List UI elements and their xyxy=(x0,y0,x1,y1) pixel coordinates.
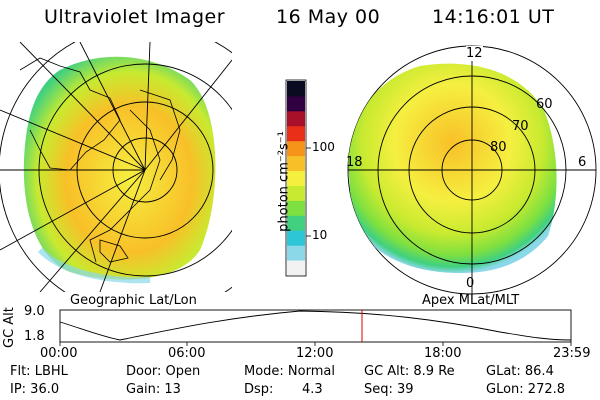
dsp-label: Dsp: xyxy=(244,382,274,397)
geographic-label: Geographic Lat/Lon xyxy=(70,293,197,308)
geographic-map xyxy=(0,42,232,292)
mlt-label-0: 0 xyxy=(466,276,475,291)
colorbar-cell xyxy=(287,81,305,97)
xtick-0000: 00:00 xyxy=(40,346,78,361)
mlt-label-6: 6 xyxy=(578,155,587,170)
aurora-image-right xyxy=(348,63,557,274)
xtick-0600: 06:00 xyxy=(168,346,206,361)
colorbar-cell xyxy=(287,185,305,201)
gain-info: Gain: 13 xyxy=(126,382,181,397)
date-label: 16 May 00 xyxy=(276,6,381,28)
colorbar-cell xyxy=(287,200,305,216)
mlat-label-70: 70 xyxy=(512,119,529,134)
altitude-ytick-min: 1.8 xyxy=(24,329,45,344)
colorbar-cell xyxy=(287,155,305,172)
xtick-1200: 12:00 xyxy=(296,346,334,361)
colorbar-cell xyxy=(287,245,305,261)
apex-map xyxy=(347,45,597,295)
glon-info: GLon: 272.8 xyxy=(486,382,566,397)
xtick-1800: 18:00 xyxy=(424,346,462,361)
ip-info: IP: 36.0 xyxy=(10,382,60,397)
mlt-label-18: 18 xyxy=(346,155,363,170)
colorbar-cell xyxy=(287,110,305,127)
colorbar-unit-label: photon cm⁻²s⁻¹ xyxy=(276,131,292,232)
colorbar-cell xyxy=(287,260,305,276)
colorbar xyxy=(285,79,311,277)
mlat-label-60: 60 xyxy=(536,97,553,112)
dsp-value: 4.3 xyxy=(302,382,323,397)
xtick-2359: 23:59 xyxy=(553,346,591,361)
apex-label: Apex MLat/MLT xyxy=(422,293,520,308)
lon-grid xyxy=(0,42,232,292)
colorbar-cell xyxy=(287,140,305,157)
colorbar-cell xyxy=(287,95,305,112)
altitude-plot xyxy=(59,309,572,346)
time-label: 14:16:01 UT xyxy=(432,6,555,28)
filter-info: Flt: LBHL xyxy=(10,364,68,379)
altitude-curve xyxy=(59,310,572,341)
altitude-ytick-max: 9.0 xyxy=(24,304,45,319)
mlt-label-12: 12 xyxy=(466,46,483,61)
colorbar-cell xyxy=(287,230,305,246)
door-info: Door: Open xyxy=(126,364,201,379)
colorbar-tick-100: 100 xyxy=(312,140,335,154)
seq-info: Seq: 39 xyxy=(364,382,414,397)
aurora-image-left xyxy=(23,56,216,280)
colorbar-tick-10: 10 xyxy=(312,228,328,242)
colorbar-cell xyxy=(287,125,305,142)
mlat-grid xyxy=(348,46,596,294)
colorbar-cell xyxy=(287,215,305,231)
mlat-label-80: 80 xyxy=(490,140,507,155)
altitude-ylabel: GC Alt xyxy=(2,307,17,348)
mode-info: Mode: Normal xyxy=(244,364,335,379)
instrument-title: Ultraviolet Imager xyxy=(44,6,226,28)
glat-info: GLat: 86.4 xyxy=(486,364,554,379)
colorbar-cell xyxy=(287,170,305,186)
gc-alt-info: GC Alt: 8.9 Re xyxy=(364,364,455,379)
